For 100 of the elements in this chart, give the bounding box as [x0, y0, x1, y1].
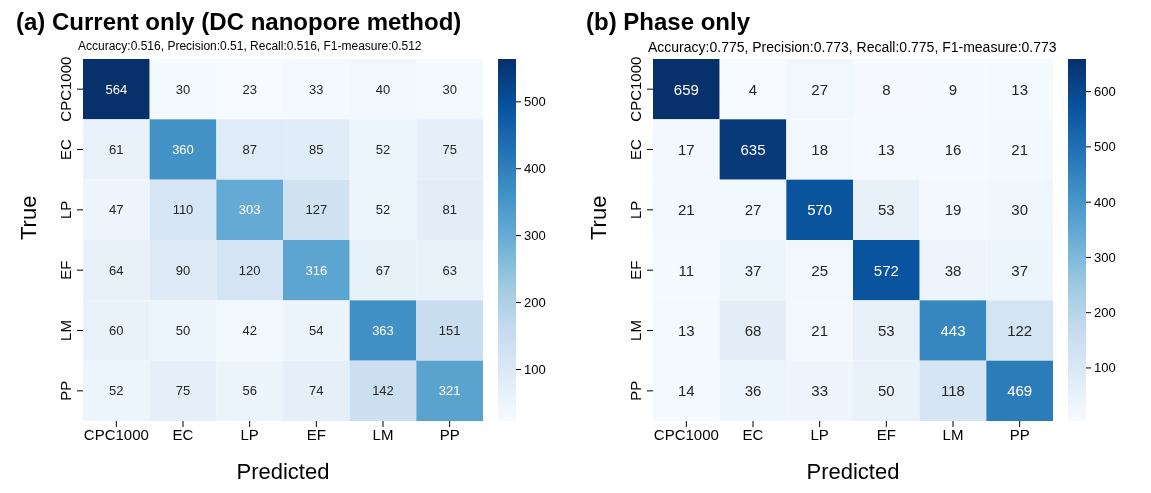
- data-label: 63: [442, 262, 457, 278]
- data-label: 303: [238, 202, 261, 218]
- data-label: 4: [748, 80, 758, 98]
- x-tick-label: CPC1000: [653, 425, 719, 443]
- data-label: 25: [811, 261, 829, 279]
- data-label: 21: [1011, 141, 1029, 158]
- data-label: 570: [807, 201, 833, 219]
- data-label: 38: [944, 261, 962, 279]
- data-label: 36: [744, 382, 762, 400]
- y-tick-label: EC: [57, 138, 74, 160]
- data-label: 75: [175, 383, 191, 399]
- y-tick-label: LM: [627, 320, 644, 341]
- data-label: 110: [172, 202, 194, 218]
- y-tick-label: EF: [627, 260, 644, 280]
- y-tick-label: LM: [57, 320, 74, 341]
- data-label: 30: [175, 81, 191, 97]
- x-tick-label: EC: [742, 425, 764, 443]
- color-bar-label: 500: [1094, 139, 1116, 155]
- data-label: 14: [677, 382, 695, 400]
- data-label: 50: [175, 323, 191, 338]
- color-bar-label: 200: [1094, 305, 1116, 321]
- color-bar-label: 100: [524, 361, 546, 377]
- x-tick-label: LM: [372, 425, 394, 443]
- data-label: 122: [1007, 322, 1033, 339]
- chart-subtitle: Accuracy:0.775, Precision:0.773, Recall:0.775, F1-measure:0.773: [648, 39, 1057, 55]
- data-label: 81: [442, 202, 457, 218]
- data-label: 87: [242, 142, 257, 157]
- y-axis-title: True: [585, 195, 611, 240]
- color-bar-label: 500: [524, 94, 546, 110]
- color-bar-label: 400: [524, 161, 546, 177]
- data-label: 21: [811, 322, 829, 339]
- data-label: 659: [673, 80, 699, 98]
- chart-subtitle: Accuracy:0.516, Precision:0.51, Recall:0.516, F1-measure:0.512: [78, 39, 422, 53]
- y-tick-label: EC: [627, 138, 644, 160]
- x-tick-label: LP: [240, 425, 259, 443]
- data-label: 85: [309, 142, 324, 157]
- data-label: 142: [372, 383, 394, 399]
- data-label: 321: [438, 383, 461, 399]
- data-label: 60: [109, 323, 124, 338]
- color-bar-label: 100: [1094, 360, 1116, 376]
- x-tick-label: LP: [810, 425, 829, 443]
- data-label: 564: [105, 81, 128, 97]
- data-label: 33: [811, 382, 829, 400]
- data-label: 21: [677, 201, 695, 219]
- data-label: 30: [442, 81, 457, 97]
- data-label: 9: [948, 80, 958, 98]
- data-label: 635: [740, 141, 766, 158]
- data-label: 52: [375, 202, 391, 218]
- data-label: 469: [1007, 382, 1033, 400]
- data-label: 37: [1011, 261, 1029, 279]
- data-label: 18: [811, 141, 829, 158]
- data-label: 572: [873, 261, 899, 279]
- data-label: 8: [882, 80, 891, 98]
- y-tick-label: LP: [57, 200, 74, 220]
- x-tick-label: PP: [1009, 425, 1030, 443]
- y-axis-title: True: [15, 195, 41, 240]
- data-label: 27: [811, 80, 829, 98]
- data-label: 27: [744, 201, 762, 219]
- data-label: 120: [238, 262, 261, 278]
- data-label: 54: [309, 323, 324, 338]
- x-tick-label: LM: [942, 425, 964, 443]
- data-label: 151: [438, 323, 461, 338]
- data-label: 17: [677, 141, 695, 158]
- data-label: 68: [744, 322, 762, 339]
- data-label: 50: [877, 382, 895, 400]
- data-label: 11: [678, 261, 695, 279]
- color-bar-label: 400: [1094, 194, 1116, 210]
- y-tick-label: PP: [627, 380, 644, 401]
- data-label: 53: [877, 201, 895, 219]
- y-tick-label: LP: [627, 200, 644, 220]
- data-label: 13: [877, 141, 895, 158]
- data-label: 53: [877, 322, 895, 339]
- data-label: 360: [172, 142, 194, 157]
- data-label: 443: [940, 322, 966, 339]
- x-tick-label: EF: [876, 425, 896, 443]
- data-label: 74: [309, 383, 324, 399]
- color-bar-label: 300: [524, 228, 546, 244]
- data-label: 52: [109, 383, 124, 399]
- data-label: 75: [442, 142, 457, 157]
- y-tick-label: CPC1000: [57, 56, 74, 122]
- data-label: 56: [242, 383, 257, 399]
- x-tick-label: CPC1000: [83, 425, 149, 443]
- y-tick-label: CPC1000: [627, 56, 644, 122]
- data-label: 90: [175, 262, 191, 278]
- data-label: 47: [109, 202, 124, 218]
- color-bar-label: 200: [524, 295, 546, 311]
- x-tick-label: PP: [439, 425, 460, 443]
- data-label: 316: [305, 262, 328, 278]
- data-label: 37: [744, 261, 762, 279]
- data-label: 61: [109, 142, 124, 157]
- y-tick-label: PP: [57, 380, 74, 401]
- data-label: 42: [242, 323, 257, 338]
- color-bar-label: 300: [1094, 249, 1116, 265]
- data-label: 64: [109, 262, 124, 278]
- data-label: 52: [375, 142, 391, 157]
- data-label: 13: [677, 322, 695, 339]
- data-label: 23: [242, 81, 257, 97]
- chart-title: (a) Current only (DC nanopore method): [16, 8, 462, 36]
- data-label: 30: [1011, 201, 1029, 219]
- data-label: 127: [305, 202, 328, 218]
